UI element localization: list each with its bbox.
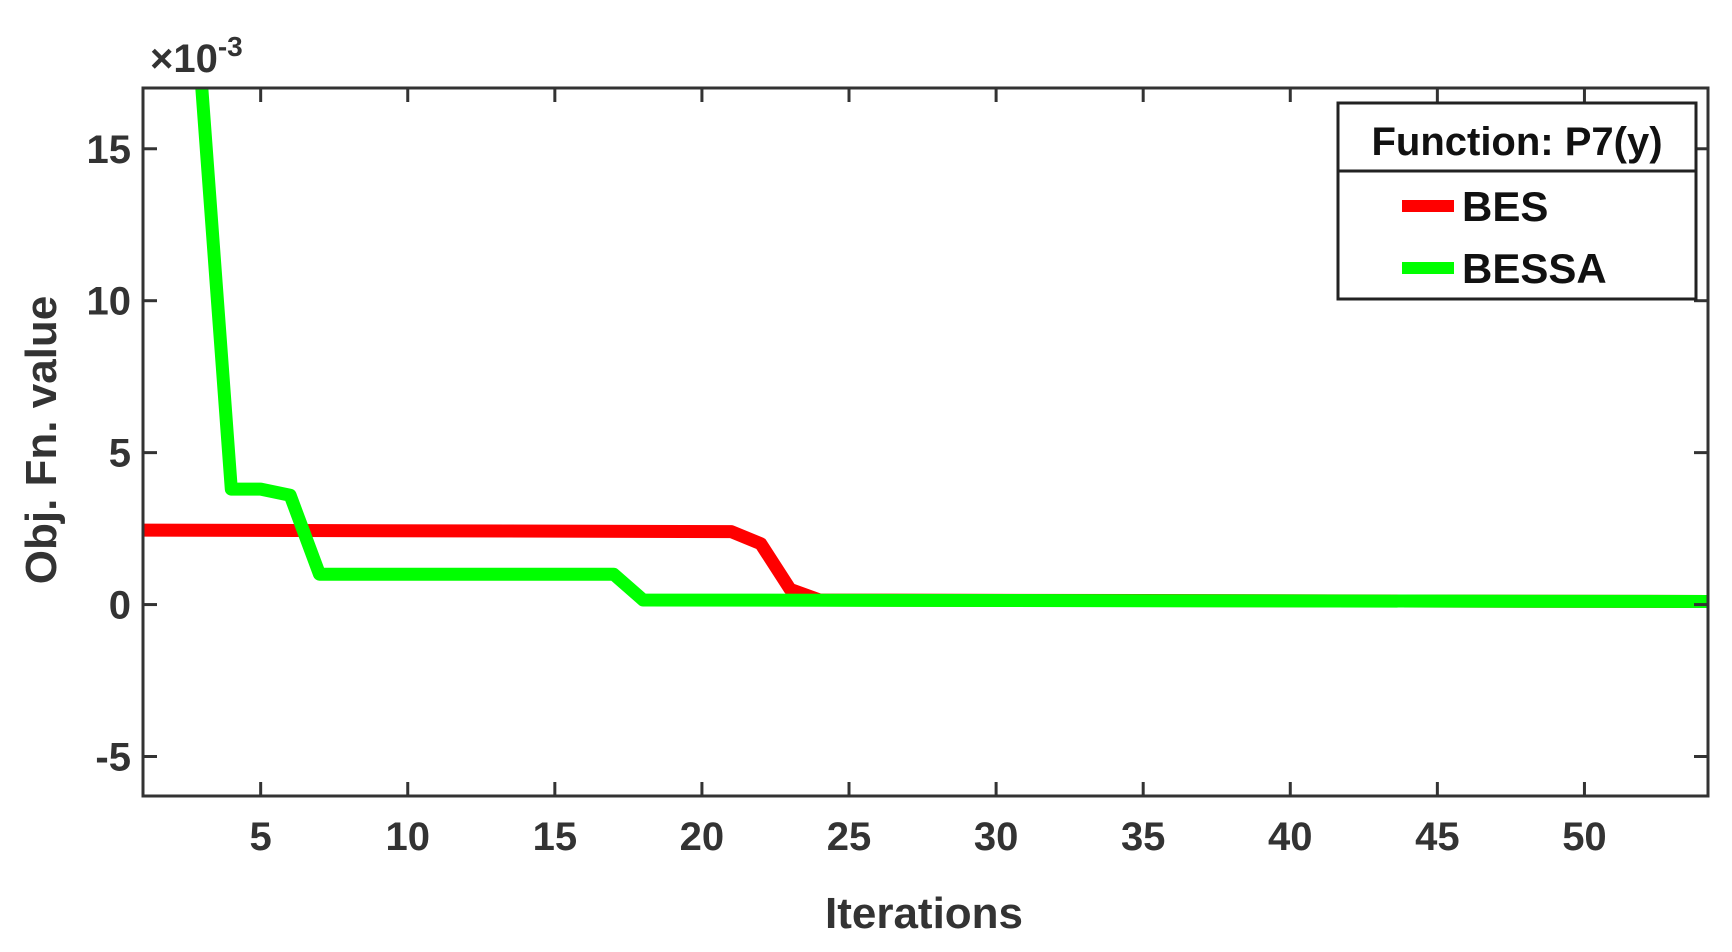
legend-label-bes: BES bbox=[1462, 183, 1548, 230]
series-line-bessa bbox=[195, 88, 1708, 608]
x-tick-label: 20 bbox=[680, 815, 725, 859]
x-tick-label: 40 bbox=[1268, 815, 1313, 859]
legend-box bbox=[1336, 101, 1698, 301]
ticks-layer: 5 10 15 20 25 30 35 40 45 50 -5 0 5 10 15 bbox=[87, 88, 1708, 859]
y-tick-label: 5 bbox=[109, 432, 131, 476]
x-tick-label: 35 bbox=[1121, 815, 1166, 859]
legend-label-bessa: BESSA bbox=[1462, 245, 1607, 292]
y-tick-label: -5 bbox=[95, 735, 131, 779]
legend-title: Function: P7(y) bbox=[1371, 120, 1662, 164]
y-axis-exponent-power: -3 bbox=[218, 31, 243, 62]
y-tick-label: 15 bbox=[87, 128, 132, 172]
y-axis-exponent: ×10-3 bbox=[150, 31, 243, 81]
legend: Function: P7(y) BES BESSA bbox=[1336, 101, 1698, 301]
y-axis-label: Obj. Fn. value bbox=[17, 296, 66, 585]
x-tick-label: 25 bbox=[827, 815, 872, 859]
x-tick-label: 30 bbox=[974, 815, 1019, 859]
series-line-bes bbox=[143, 523, 1708, 608]
x-tick-label: 5 bbox=[250, 815, 272, 859]
x-tick-label: 45 bbox=[1415, 815, 1460, 859]
x-tick-label: 10 bbox=[386, 815, 431, 859]
x-tick-label: 15 bbox=[533, 815, 578, 859]
series-layer bbox=[143, 88, 1708, 608]
plot-frame bbox=[141, 86, 1710, 798]
x-axis-label: Iterations bbox=[825, 889, 1023, 938]
y-tick-label: 10 bbox=[87, 280, 132, 324]
y-axis-exponent-base: ×10 bbox=[150, 37, 218, 81]
y-tick-label: 0 bbox=[109, 584, 131, 628]
x-tick-label: 50 bbox=[1562, 815, 1607, 859]
